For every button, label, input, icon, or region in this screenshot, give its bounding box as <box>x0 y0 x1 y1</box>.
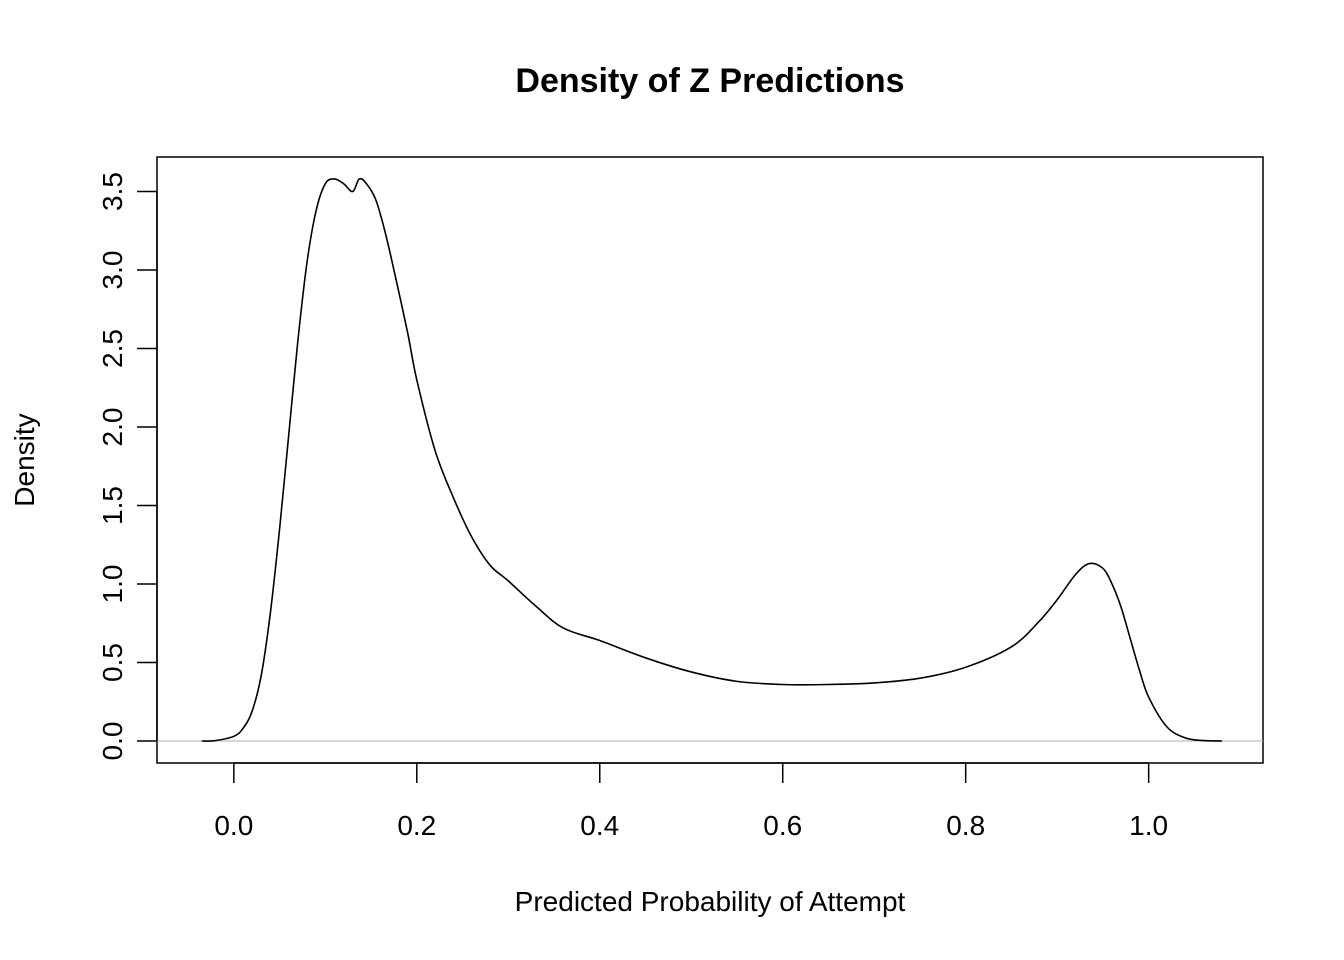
y-tick-label: 2.0 <box>97 408 128 447</box>
x-tick-label: 0.4 <box>580 810 619 841</box>
y-axis: 0.0 0.5 1.0 1.5 2.0 2.5 3.0 3.5 <box>97 172 158 761</box>
density-curve <box>201 177 1222 742</box>
y-tick-label: 1.0 <box>97 565 128 604</box>
x-axis: 0.0 0.2 0.4 0.6 0.8 1.0 <box>214 762 1168 841</box>
y-tick-label: 3.0 <box>97 251 128 290</box>
y-tick-label: 0.5 <box>97 643 128 682</box>
plot-frame <box>156 156 1264 764</box>
y-tick-label: 3.5 <box>97 172 128 211</box>
x-tick-label: 0.0 <box>214 810 253 841</box>
x-tick-label: 0.2 <box>397 810 436 841</box>
y-tick-label: 1.5 <box>97 486 128 525</box>
x-axis-title: Predicted Probability of Attempt <box>515 886 906 917</box>
y-tick-label: 2.5 <box>97 329 128 368</box>
x-tick-label: 0.6 <box>763 810 802 841</box>
chart-title: Density of Z Predictions <box>515 62 904 100</box>
x-tick-label: 1.0 <box>1129 810 1168 841</box>
y-tick-label: 0.0 <box>97 722 128 761</box>
y-axis-title: Density <box>9 413 40 506</box>
x-tick-label: 0.8 <box>946 810 985 841</box>
